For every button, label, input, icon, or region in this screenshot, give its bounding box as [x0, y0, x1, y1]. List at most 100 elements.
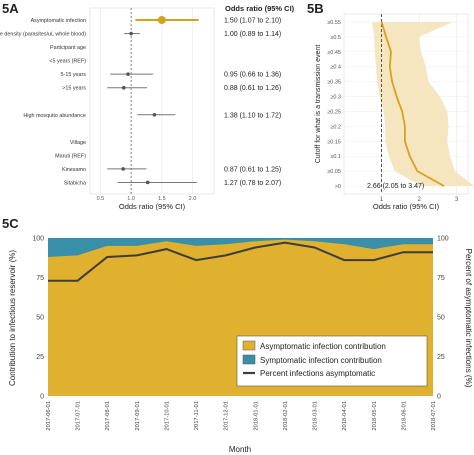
panel-a-x-label: Odds ratio (95% CI) — [119, 202, 186, 211]
panel-label-a: 5A — [2, 1, 19, 16]
panel-c-x-tick-1: 2017-07-01 — [76, 401, 82, 431]
panel-a-value-7: 1.38 (1.10 to 1.72) — [224, 112, 281, 119]
panel-b-annotation: 2.66 (2.05 to 3.47) — [367, 183, 424, 190]
panel-a-point-0 — [157, 16, 166, 24]
panel-a-rows: Asymptomatic infection 1.50 (1.07 to 2.10… — [0, 16, 281, 187]
panel-c-x-label: Month — [229, 445, 251, 454]
panel-b-x-ticks: 1 2 3 — [380, 197, 459, 203]
panel-a-point-7 — [152, 112, 157, 117]
panel-c-x-tick-8: 2018-02-01 — [283, 401, 289, 431]
panel-b-y-tick-4: ≥0.2 — [330, 124, 341, 130]
panel-a-row-label-2: Participant age — [50, 45, 86, 51]
panel-b-y-label: Cutoff for what is a transmission event — [315, 45, 322, 164]
panel-c-y-label: Contribution to infectious reservoir (%) — [8, 250, 17, 386]
panel-b-y-tick-3: ≥0.15 — [327, 139, 341, 145]
panel-b-y-tick-2: ≥0.1 — [330, 154, 341, 160]
panel-b-y-tick-7: ≥0.35 — [327, 80, 341, 86]
panel-a-value-1: 1.00 (0.89 to 1.14) — [224, 31, 281, 38]
panel-a-x-ticks: 0.5 1.0 1.5 2.0 — [97, 196, 197, 202]
legend-label-percent: Percent infections asymptomatic — [260, 369, 375, 378]
panel-c-y-tick-2: 50 — [36, 315, 44, 322]
panel-c-x-ticks: 2017-06-01 2017-07-01 2017-08-01 2017-09-01… — [46, 401, 437, 431]
legend-swatch-asymptomatic — [242, 340, 256, 351]
panel-a-row-label-9: Village — [70, 140, 86, 146]
panel-a-point-1 — [129, 31, 133, 36]
panel-c-area-chart: 0 25 50 75 100 0 25 50 75 100 2017-06-01 2017-07-… — [8, 236, 473, 455]
panel-a-x-tick-1: 1.0 — [127, 196, 135, 202]
panel-b-x-tick-1: 2 — [417, 197, 421, 203]
panel-c-y2-ticks: 0 25 50 75 100 — [437, 236, 449, 401]
panel-a-row-label-10: Maruti (REF) — [55, 153, 86, 159]
panel-a-row-label-4: 5-15 years — [61, 72, 87, 78]
panel-a-x-tick-0: 0.5 — [97, 196, 105, 202]
panel-a-row-label-11: Kinesamo — [62, 167, 86, 173]
legend-swatch-symptomatic — [242, 354, 256, 365]
panel-b-x-tick-0: 1 — [380, 197, 384, 203]
line-percent-asymptomatic — [48, 241, 433, 282]
panel-b-sensitivity-plot: >0 ≥0.05 ≥0.1 ≥0.15 ≥0.2 ≥0.25 ≥0.3 ≥0.35 ≥0.4 ≥0… — [315, 13, 474, 211]
panel-c-x-tick-13: 2018-07-01 — [431, 401, 437, 431]
panel-c-y2-tick-1: 25 — [437, 354, 445, 361]
panel-label-c: 5C — [2, 216, 19, 231]
panel-a-value-4: 0.95 (0.66 to 1.36) — [224, 72, 281, 79]
panel-c-y-tick-1: 25 — [36, 354, 44, 361]
legend-label-symptomatic: Symptomatic infection contribution — [260, 356, 382, 365]
panel-a-point-4 — [126, 72, 130, 76]
legend-box — [236, 335, 428, 387]
panel-a-point-11 — [121, 167, 125, 171]
panel-a-forest-plot: Asymptomatic infection 1.50 (1.07 to 2.10… — [0, 4, 295, 211]
panel-b-y-tick-5: ≥0.25 — [327, 109, 341, 115]
panel-b-or-line — [380, 21, 445, 187]
panel-a-row-label-3: <5 years (REF) — [49, 59, 86, 65]
panel-a-point-5 — [121, 85, 126, 90]
panel-c-y2-tick-0: 0 — [437, 394, 441, 401]
panel-a-point-12 — [145, 180, 150, 185]
panel-c-y-tick-3: 75 — [36, 275, 44, 282]
panel-label-b: 5B — [307, 1, 324, 16]
panel-c-x-tick-6: 2017-12-01 — [224, 401, 230, 431]
panel-b-y-tick-10: ≥0.5 — [330, 35, 341, 41]
panel-a-value-5: 0.88 (0.61 to 1.26) — [224, 85, 281, 92]
panel-b-y-tick-11: ≥0.55 — [327, 20, 341, 26]
panel-c-legend: Asymptomatic infection contribution Symp… — [236, 335, 428, 387]
panel-c-x-tick-9: 2018-03-01 — [313, 401, 319, 431]
panel-b-y-ticks: >0 ≥0.05 ≥0.1 ≥0.15 ≥0.2 ≥0.25 ≥0.3 ≥0.35 ≥0.4 ≥0… — [327, 20, 341, 190]
panel-c-x-tick-10: 2018-04-01 — [342, 401, 348, 431]
panel-a-gridlines — [100, 8, 193, 194]
panel-c-y2-tick-3: 75 — [437, 275, 445, 282]
panel-a-row-label-0: Asymptomatic infection — [31, 18, 86, 24]
panel-a-x-tick-3: 2.0 — [189, 196, 197, 202]
panel-a-row-label-5: >15 years — [62, 86, 86, 92]
panel-a-x-tick-2: 1.5 — [158, 196, 166, 202]
panel-a-value-11: 0.87 (0.61 to 1.25) — [224, 166, 281, 173]
panel-a-value-0: 1.50 (1.07 to 2.10) — [224, 18, 281, 25]
panel-c-x-tick-4: 2017-10-01 — [164, 401, 170, 431]
panel-b-y-tick-8: ≥0.4 — [330, 65, 341, 71]
panel-b-y-tick-1: ≥0.05 — [327, 169, 341, 175]
panel-b-x-label: Odds ratio (95% CI) — [373, 202, 440, 211]
panel-c-x-tick-7: 2018-01-01 — [253, 401, 259, 431]
panel-c-x-tick-11: 2018-05-01 — [372, 401, 378, 431]
panel-a-value-12: 1.27 (0.78 to 2.07) — [224, 180, 281, 187]
panel-c-x-tick-3: 2017-09-01 — [135, 401, 141, 431]
panel-a-row-label-1: Parasite density (parasites/uL whole blo… — [0, 32, 86, 38]
panel-c-x-tick-5: 2017-11-01 — [194, 401, 200, 430]
panel-b-y-tick-9: ≥0.45 — [327, 50, 341, 56]
panel-b-x-tick-2: 3 — [455, 197, 459, 203]
panel-c-y2-tick-4: 100 — [437, 236, 449, 243]
panel-b-ci-band — [372, 22, 474, 186]
panel-c-y2-tick-2: 50 — [437, 315, 445, 322]
panel-c-y-ticks: 0 25 50 75 100 — [32, 236, 44, 401]
panel-a-header: Odds ratio (95% CI) — [225, 4, 295, 13]
panel-a-row-label-7: High mosquito abundance — [23, 113, 86, 119]
panel-a-plot-area — [89, 7, 215, 195]
panel-c-x-tick-2: 2017-08-01 — [105, 401, 111, 431]
panel-c-y-tick-4: 100 — [32, 236, 44, 243]
panel-c-y2-label: Percent of asymptomatic infections (%) — [464, 249, 473, 388]
legend-label-asymptomatic: Asymptomatic infection contribution — [260, 342, 386, 351]
panel-b-y-tick-6: ≥0.3 — [330, 95, 341, 101]
panel-c-x-tick-0: 2017-06-01 — [46, 401, 52, 431]
panel-b-y-tick-0: >0 — [335, 184, 341, 190]
panel-a-row-label-12: Sitabicha — [64, 180, 86, 186]
